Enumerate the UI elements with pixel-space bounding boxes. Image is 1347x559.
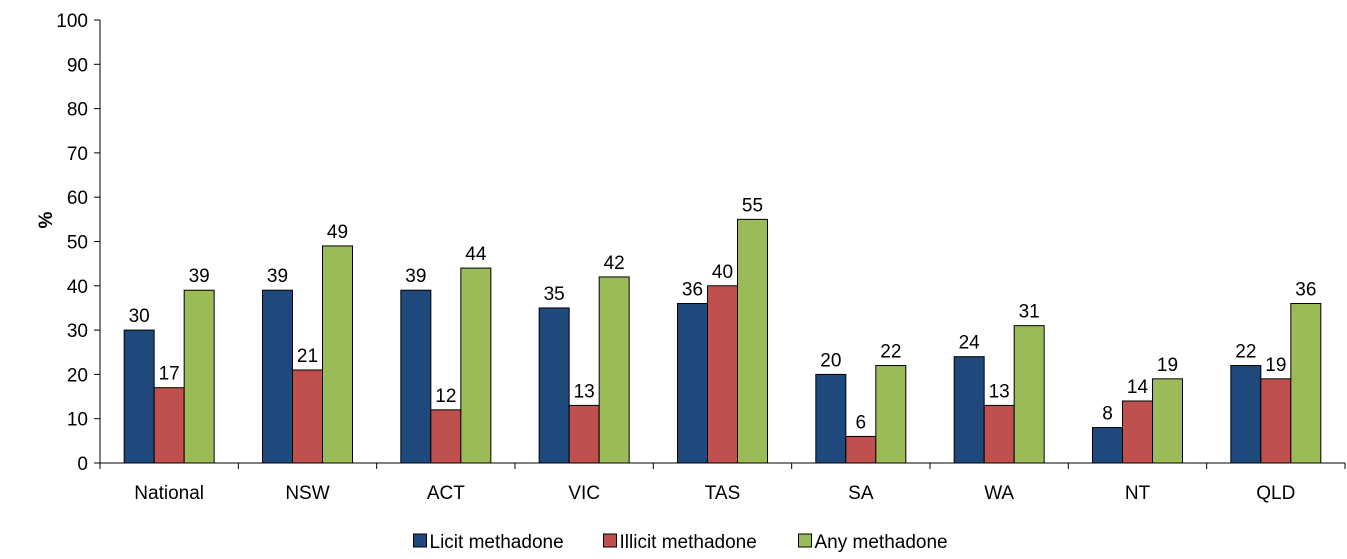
legend-label: Licit methadone <box>430 532 564 553</box>
y-tick-label: 40 <box>67 277 88 298</box>
data-label: 36 <box>1295 280 1316 301</box>
data-label: 14 <box>1127 377 1149 398</box>
bar <box>400 289 432 464</box>
legend-label: Any methadone <box>815 532 948 553</box>
data-label: 35 <box>544 284 565 305</box>
y-tick-label: 10 <box>67 410 88 431</box>
bar <box>568 404 600 464</box>
data-label: 20 <box>820 350 841 371</box>
bar <box>1092 427 1123 464</box>
y-axis-title: % <box>36 211 57 228</box>
data-label: 31 <box>1019 302 1040 323</box>
y-tick-label: 60 <box>67 188 88 209</box>
bar <box>875 365 907 464</box>
bar <box>1013 325 1045 464</box>
data-label: 30 <box>129 306 150 327</box>
bars: 30 17 39 39 21 49 39 12 44 35 13 42 36 40 55 20 6 22 24 13 3… <box>123 195 1322 464</box>
x-category-label: ACT <box>427 483 465 504</box>
data-label: 17 <box>159 364 180 385</box>
y-axis: 0 10 20 30 40 50 60 70 80 90 100 <box>56 11 101 475</box>
data-label: 12 <box>435 386 456 407</box>
legend-swatch <box>798 533 812 548</box>
bar <box>322 245 353 464</box>
data-label: 40 <box>712 262 733 283</box>
data-label: 39 <box>405 266 426 287</box>
bar <box>677 303 708 464</box>
data-label: 19 <box>1157 355 1178 376</box>
y-tick-label: 70 <box>67 144 88 165</box>
bar <box>815 373 847 464</box>
x-category-label: VIC <box>568 483 600 504</box>
x-category-label: WA <box>984 483 1014 504</box>
bar <box>538 307 570 464</box>
bar <box>1122 400 1153 464</box>
bar <box>183 289 215 464</box>
y-tick-label: 80 <box>67 100 88 121</box>
bar <box>983 404 1015 464</box>
bar <box>430 409 462 464</box>
data-label: 24 <box>959 333 981 354</box>
x-category-label: National <box>134 483 204 504</box>
y-tick-label: 20 <box>67 365 88 386</box>
x-category-label: NSW <box>285 483 329 504</box>
x-category-label: NT <box>1125 483 1151 504</box>
x-axis: National NSW ACT VIC TAS SA WA NT QLD <box>99 462 1346 504</box>
bar <box>123 329 155 464</box>
x-category-label: QLD <box>1256 483 1295 504</box>
bar <box>707 285 738 464</box>
bar <box>1260 378 1292 464</box>
data-label: 8 <box>1102 404 1113 425</box>
data-label: 36 <box>682 280 703 301</box>
y-tick-label: 100 <box>56 11 88 32</box>
y-tick-label: 30 <box>67 321 88 342</box>
data-label: 42 <box>604 253 625 274</box>
legend-swatch <box>603 533 617 548</box>
legend-swatch <box>413 533 427 548</box>
y-tick-label: 0 <box>77 454 88 475</box>
data-label: 55 <box>742 195 763 216</box>
legend: Licit methadone Illicit methadone Any meth… <box>413 532 948 553</box>
data-label: 13 <box>989 381 1010 402</box>
bar <box>1290 303 1322 464</box>
legend-label: Illicit methadone <box>620 532 757 553</box>
bar <box>460 267 492 464</box>
data-label: 39 <box>267 266 288 287</box>
bar <box>262 289 293 464</box>
data-label: 19 <box>1265 355 1286 376</box>
x-category-label: SA <box>848 483 874 504</box>
bar <box>1152 378 1183 464</box>
bar <box>845 435 877 464</box>
bar <box>1230 365 1262 464</box>
bar <box>153 387 185 464</box>
data-label: 49 <box>327 222 348 243</box>
bar <box>737 218 768 464</box>
data-label: 21 <box>297 346 318 367</box>
data-label: 6 <box>856 412 867 433</box>
y-tick-label: 50 <box>67 233 88 254</box>
y-tick-label: 90 <box>67 55 88 76</box>
data-label: 39 <box>189 266 210 287</box>
data-label: 22 <box>1235 342 1256 363</box>
bar <box>598 276 630 464</box>
data-label: 13 <box>574 381 595 402</box>
data-label: 22 <box>880 342 901 363</box>
bar <box>292 369 323 464</box>
data-label: 44 <box>465 244 487 265</box>
bar <box>953 356 985 464</box>
x-category-label: TAS <box>705 483 741 504</box>
